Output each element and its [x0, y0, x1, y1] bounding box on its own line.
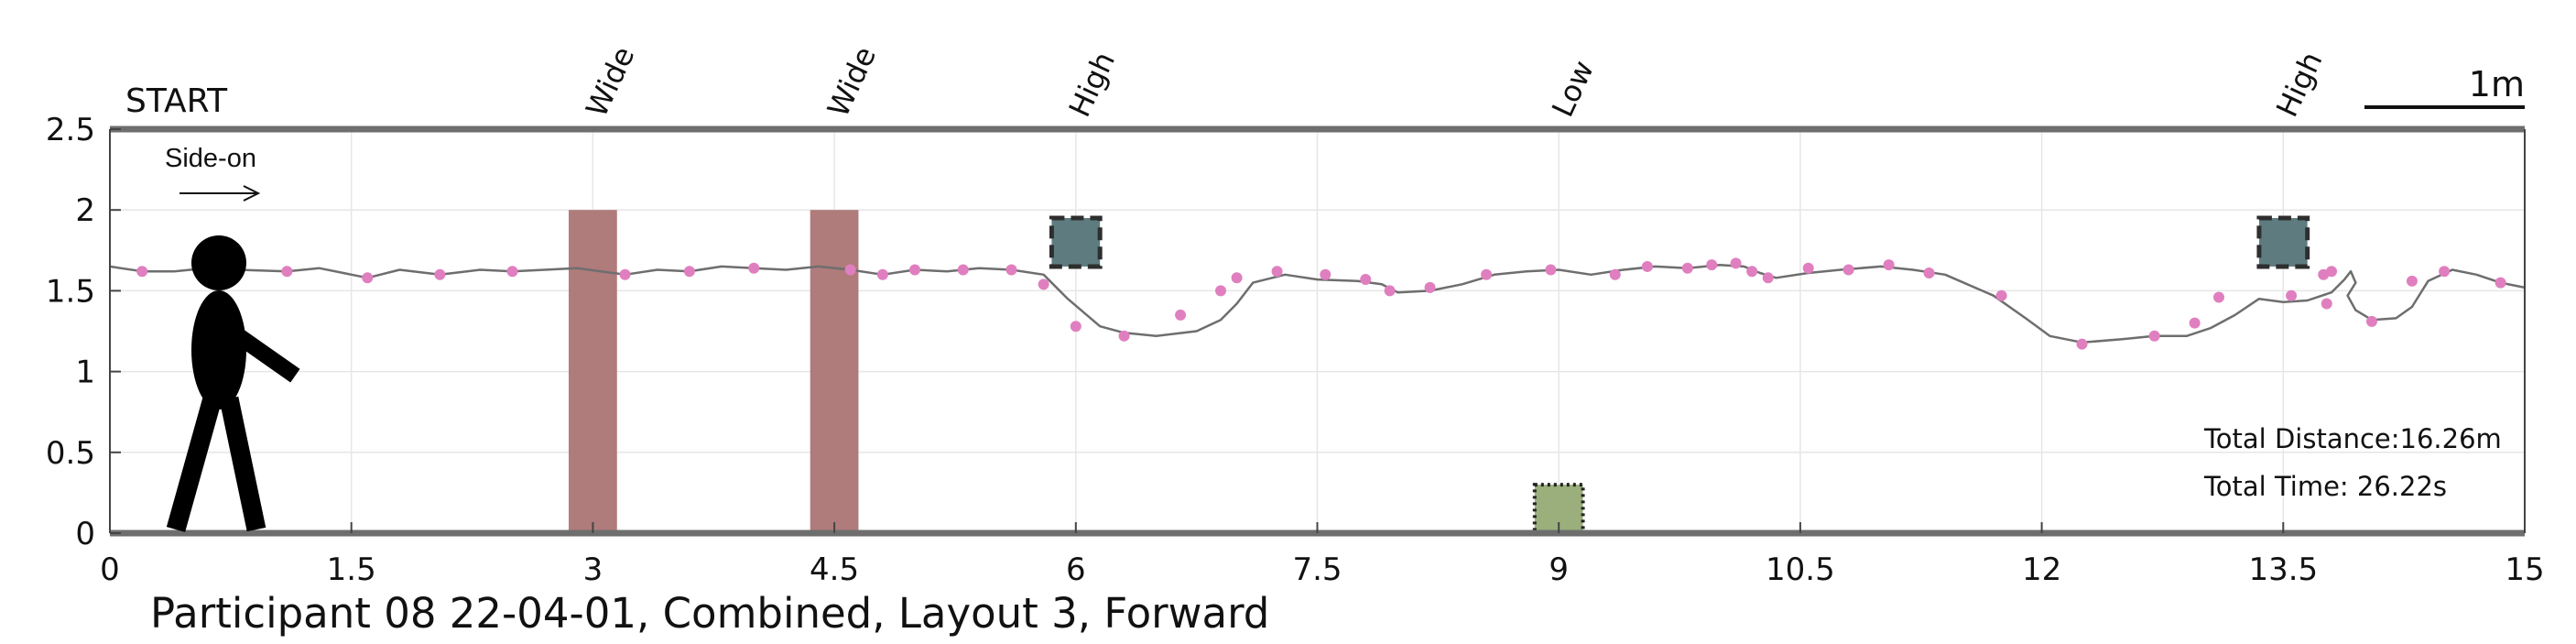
trajectory-point — [1271, 266, 1283, 278]
direction-arrow-icon — [179, 185, 261, 202]
x-tick-label: 13.5 — [2248, 551, 2318, 588]
trajectory-point — [2212, 291, 2224, 303]
trajectory-point — [1706, 259, 1718, 271]
obstacle-label: Wide — [579, 41, 641, 122]
trajectory-point — [1175, 309, 1187, 321]
trajectory-point — [1231, 272, 1243, 284]
trajectory-point — [619, 268, 631, 280]
trajectory-point — [362, 272, 374, 284]
trajectory-point — [909, 264, 920, 276]
chart-title: Participant 08 22-04-01, Combined, Layou… — [150, 589, 1269, 638]
direction-label: Side-on — [165, 144, 256, 173]
trajectory-point — [1802, 262, 1814, 274]
trajectory-point — [748, 262, 760, 274]
trajectory-point — [1424, 281, 1436, 293]
trajectory-point — [136, 266, 148, 278]
total-distance: Total Distance:16.26m — [2203, 423, 2502, 454]
trajectory-point — [2321, 298, 2332, 310]
trajectory-point — [2286, 289, 2298, 301]
trajectory-point — [844, 264, 856, 276]
x-tick-label: 15 — [2505, 551, 2544, 588]
x-tick-label: 0 — [100, 551, 120, 588]
trajectory-point — [2326, 266, 2338, 278]
obstacle-high — [2256, 215, 2310, 269]
trajectory-point — [1005, 264, 1017, 276]
y-tick-label: 1 — [75, 355, 95, 391]
trajectory-point — [957, 264, 969, 276]
trajectory-point — [1730, 257, 1742, 269]
trajectory-point — [434, 268, 446, 280]
obstacle-label: High — [1062, 47, 1123, 123]
trajectory-point — [1215, 285, 1227, 297]
trajectory-point — [1038, 278, 1049, 290]
obstacle-wide — [810, 210, 859, 533]
trajectory-point — [1118, 330, 1130, 342]
x-tick-label: 7.5 — [1292, 551, 1342, 588]
trajectory-point — [2439, 266, 2451, 278]
trajectory-point — [1746, 266, 1758, 278]
trajectory-point — [1995, 289, 2007, 301]
trajectory-point — [2148, 330, 2160, 342]
trajectory-point — [2076, 338, 2088, 350]
x-tick-label: 9 — [1549, 551, 1569, 588]
trajectory-point — [683, 266, 695, 278]
trajectory-point — [2406, 275, 2418, 287]
trajectory-line — [109, 263, 2526, 344]
y-tick-label: 2.5 — [46, 112, 95, 148]
trajectory-point — [281, 266, 293, 278]
trajectory-point — [1923, 267, 1935, 278]
trajectory-markers — [136, 257, 2506, 350]
obstacle-high — [1049, 215, 1103, 269]
trajectory-point — [876, 268, 888, 280]
x-tick-label: 4.5 — [810, 551, 859, 588]
x-tick-label: 6 — [1066, 551, 1086, 588]
x-tick-label: 10.5 — [1766, 551, 1835, 588]
trajectory-point — [1641, 260, 1653, 272]
trajectory-point — [2365, 315, 2377, 327]
trajectory-point — [1545, 264, 1557, 276]
scale-bar-label: 1m — [2469, 64, 2525, 104]
trajectory-point — [1070, 321, 1081, 333]
trajectory-point — [1481, 268, 1493, 280]
trajectory-point — [1360, 274, 1372, 286]
trajectory-point — [2494, 277, 2506, 289]
trajectory-point — [1681, 262, 1693, 274]
trajectory-point — [506, 266, 518, 278]
obstacle-labels: Wide Wide High Low High — [579, 41, 2329, 122]
trajectory-point — [1762, 272, 1774, 284]
axis-ticks: 0 1.5 3 4.5 6 7.5 9 10.5 12 13.5 15 0 0.5 1 1.5 2 2.5 — [46, 112, 2545, 588]
grid — [110, 129, 2525, 533]
y-tick-label: 2 — [75, 192, 95, 229]
trajectory-point — [2189, 317, 2201, 329]
y-tick-label: 0.5 — [46, 435, 95, 472]
trajectory-point — [1842, 264, 1854, 276]
trajectory-point — [1883, 259, 1895, 271]
start-label: START — [125, 82, 228, 120]
trajectory-point — [1384, 285, 1396, 297]
trajectory-point — [1609, 268, 1621, 280]
x-tick-label: 12 — [2022, 551, 2061, 588]
y-tick-label: 1.5 — [46, 273, 95, 310]
trajectory-point — [1320, 268, 1331, 280]
x-tick-label: 3 — [583, 551, 603, 588]
y-tick-label: 0 — [75, 516, 95, 552]
x-tick-label: 1.5 — [327, 551, 376, 588]
obstacle-label: High — [2269, 47, 2330, 123]
walking-person-icon — [166, 235, 300, 532]
obstacle-wide — [569, 210, 617, 533]
trajectory — [109, 263, 2526, 344]
total-time: Total Time: 26.22s — [2203, 471, 2447, 502]
obstacle-label: Wide — [821, 41, 883, 122]
obstacle-label: Low — [1545, 55, 1601, 122]
